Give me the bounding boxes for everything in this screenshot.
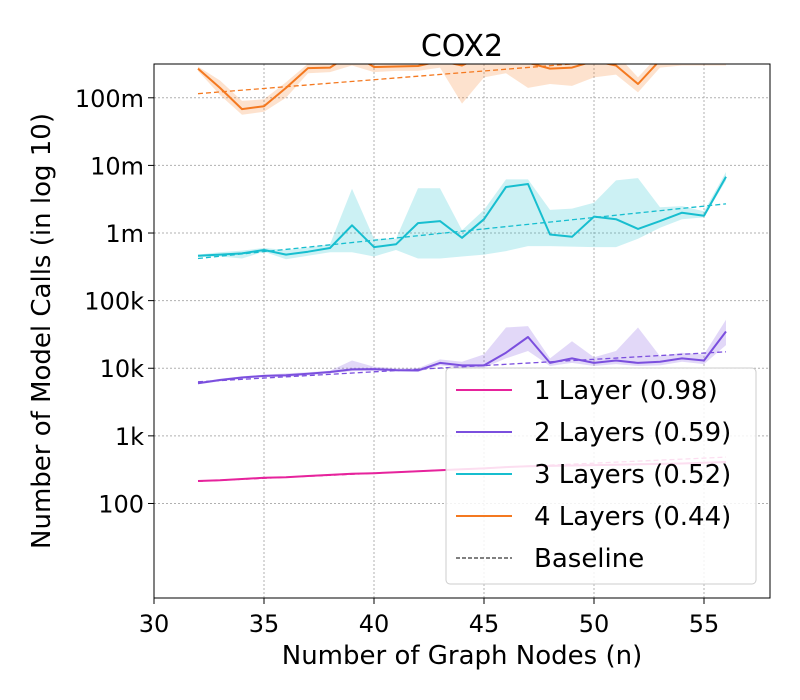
x-tick-label: 55 bbox=[689, 610, 720, 638]
baseline-line bbox=[197, 203, 727, 260]
x-axis-label: Number of Graph Nodes (n) bbox=[282, 641, 642, 671]
y-tick-label: 10k bbox=[100, 355, 145, 383]
legend-label: 1 Layer (0.98) bbox=[534, 376, 718, 406]
y-axis-label: Number of Model Calls (in log 10) bbox=[27, 113, 57, 549]
x-tick-label: 30 bbox=[139, 610, 170, 638]
y-tick-label: 100k bbox=[84, 288, 144, 316]
confidence-band bbox=[198, 64, 726, 115]
legend-label: 3 Layers (0.52) bbox=[534, 460, 731, 490]
legend-label: 2 Layers (0.59) bbox=[534, 418, 731, 448]
legend-label: 4 Layers (0.44) bbox=[534, 502, 731, 532]
series-line bbox=[197, 330, 727, 385]
y-tick-label: 100 bbox=[98, 490, 144, 518]
series-line bbox=[197, 176, 727, 257]
y-tick-label: 1m bbox=[105, 220, 144, 248]
confidence-band bbox=[198, 172, 726, 260]
y-tick-label: 100m bbox=[75, 85, 144, 113]
x-tick-label: 40 bbox=[359, 610, 390, 638]
legend-label-baseline: Baseline bbox=[534, 544, 644, 574]
x-axis-ticks: 30 35 40 45 50 55 bbox=[139, 598, 720, 638]
y-tick-label: 1k bbox=[115, 423, 144, 451]
x-tick-label: 45 bbox=[469, 610, 500, 638]
legend: 1 Layer (0.98) 2 Layers (0.59) 3 Layers (0… bbox=[445, 367, 757, 585]
x-tick-label: 50 bbox=[579, 610, 610, 638]
legend-box bbox=[445, 367, 757, 585]
x-tick-label: 35 bbox=[249, 610, 280, 638]
y-tick-label: 10m bbox=[90, 152, 144, 180]
plot-frame bbox=[153, 63, 771, 599]
chart-title: COX2 bbox=[421, 29, 503, 64]
series-line bbox=[197, 64, 658, 111]
baseline-line bbox=[197, 351, 727, 383]
y-axis-ticks: 100 1k 10k 100k 1m 10m 100m bbox=[75, 85, 154, 518]
